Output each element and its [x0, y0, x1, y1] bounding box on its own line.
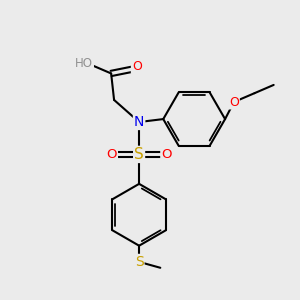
Text: O: O	[161, 148, 172, 161]
Text: S: S	[135, 255, 143, 269]
Text: S: S	[134, 147, 144, 162]
Text: O: O	[106, 148, 117, 161]
Text: N: N	[134, 115, 144, 129]
Text: O: O	[132, 60, 142, 73]
Text: HO: HO	[75, 57, 93, 70]
Text: O: O	[229, 95, 239, 109]
